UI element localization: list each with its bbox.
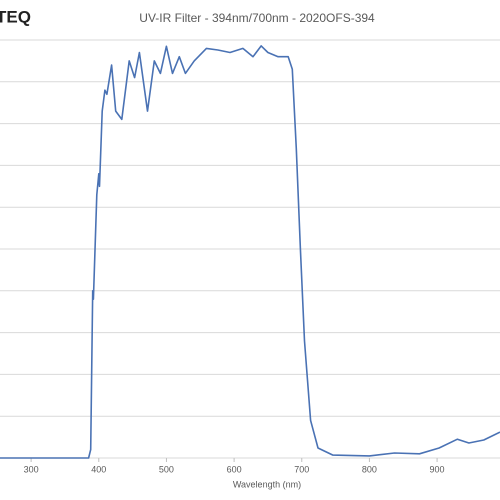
x-tick-label: 700 — [294, 464, 309, 474]
x-tick-label: 400 — [91, 464, 106, 474]
x-tick-label: 300 — [24, 464, 39, 474]
logo: TEQ — [0, 7, 31, 26]
x-tick-label: 600 — [227, 464, 242, 474]
data-line — [0, 45, 500, 459]
x-axis-label: Wavelength (nm) — [233, 479, 301, 489]
chart-title: UV-IR Filter - 394nm/700nm - 2020OFS-394 — [139, 11, 375, 25]
x-tick-label: 900 — [430, 464, 445, 474]
x-tick-label: 800 — [362, 464, 377, 474]
x-tick-label: 500 — [159, 464, 174, 474]
